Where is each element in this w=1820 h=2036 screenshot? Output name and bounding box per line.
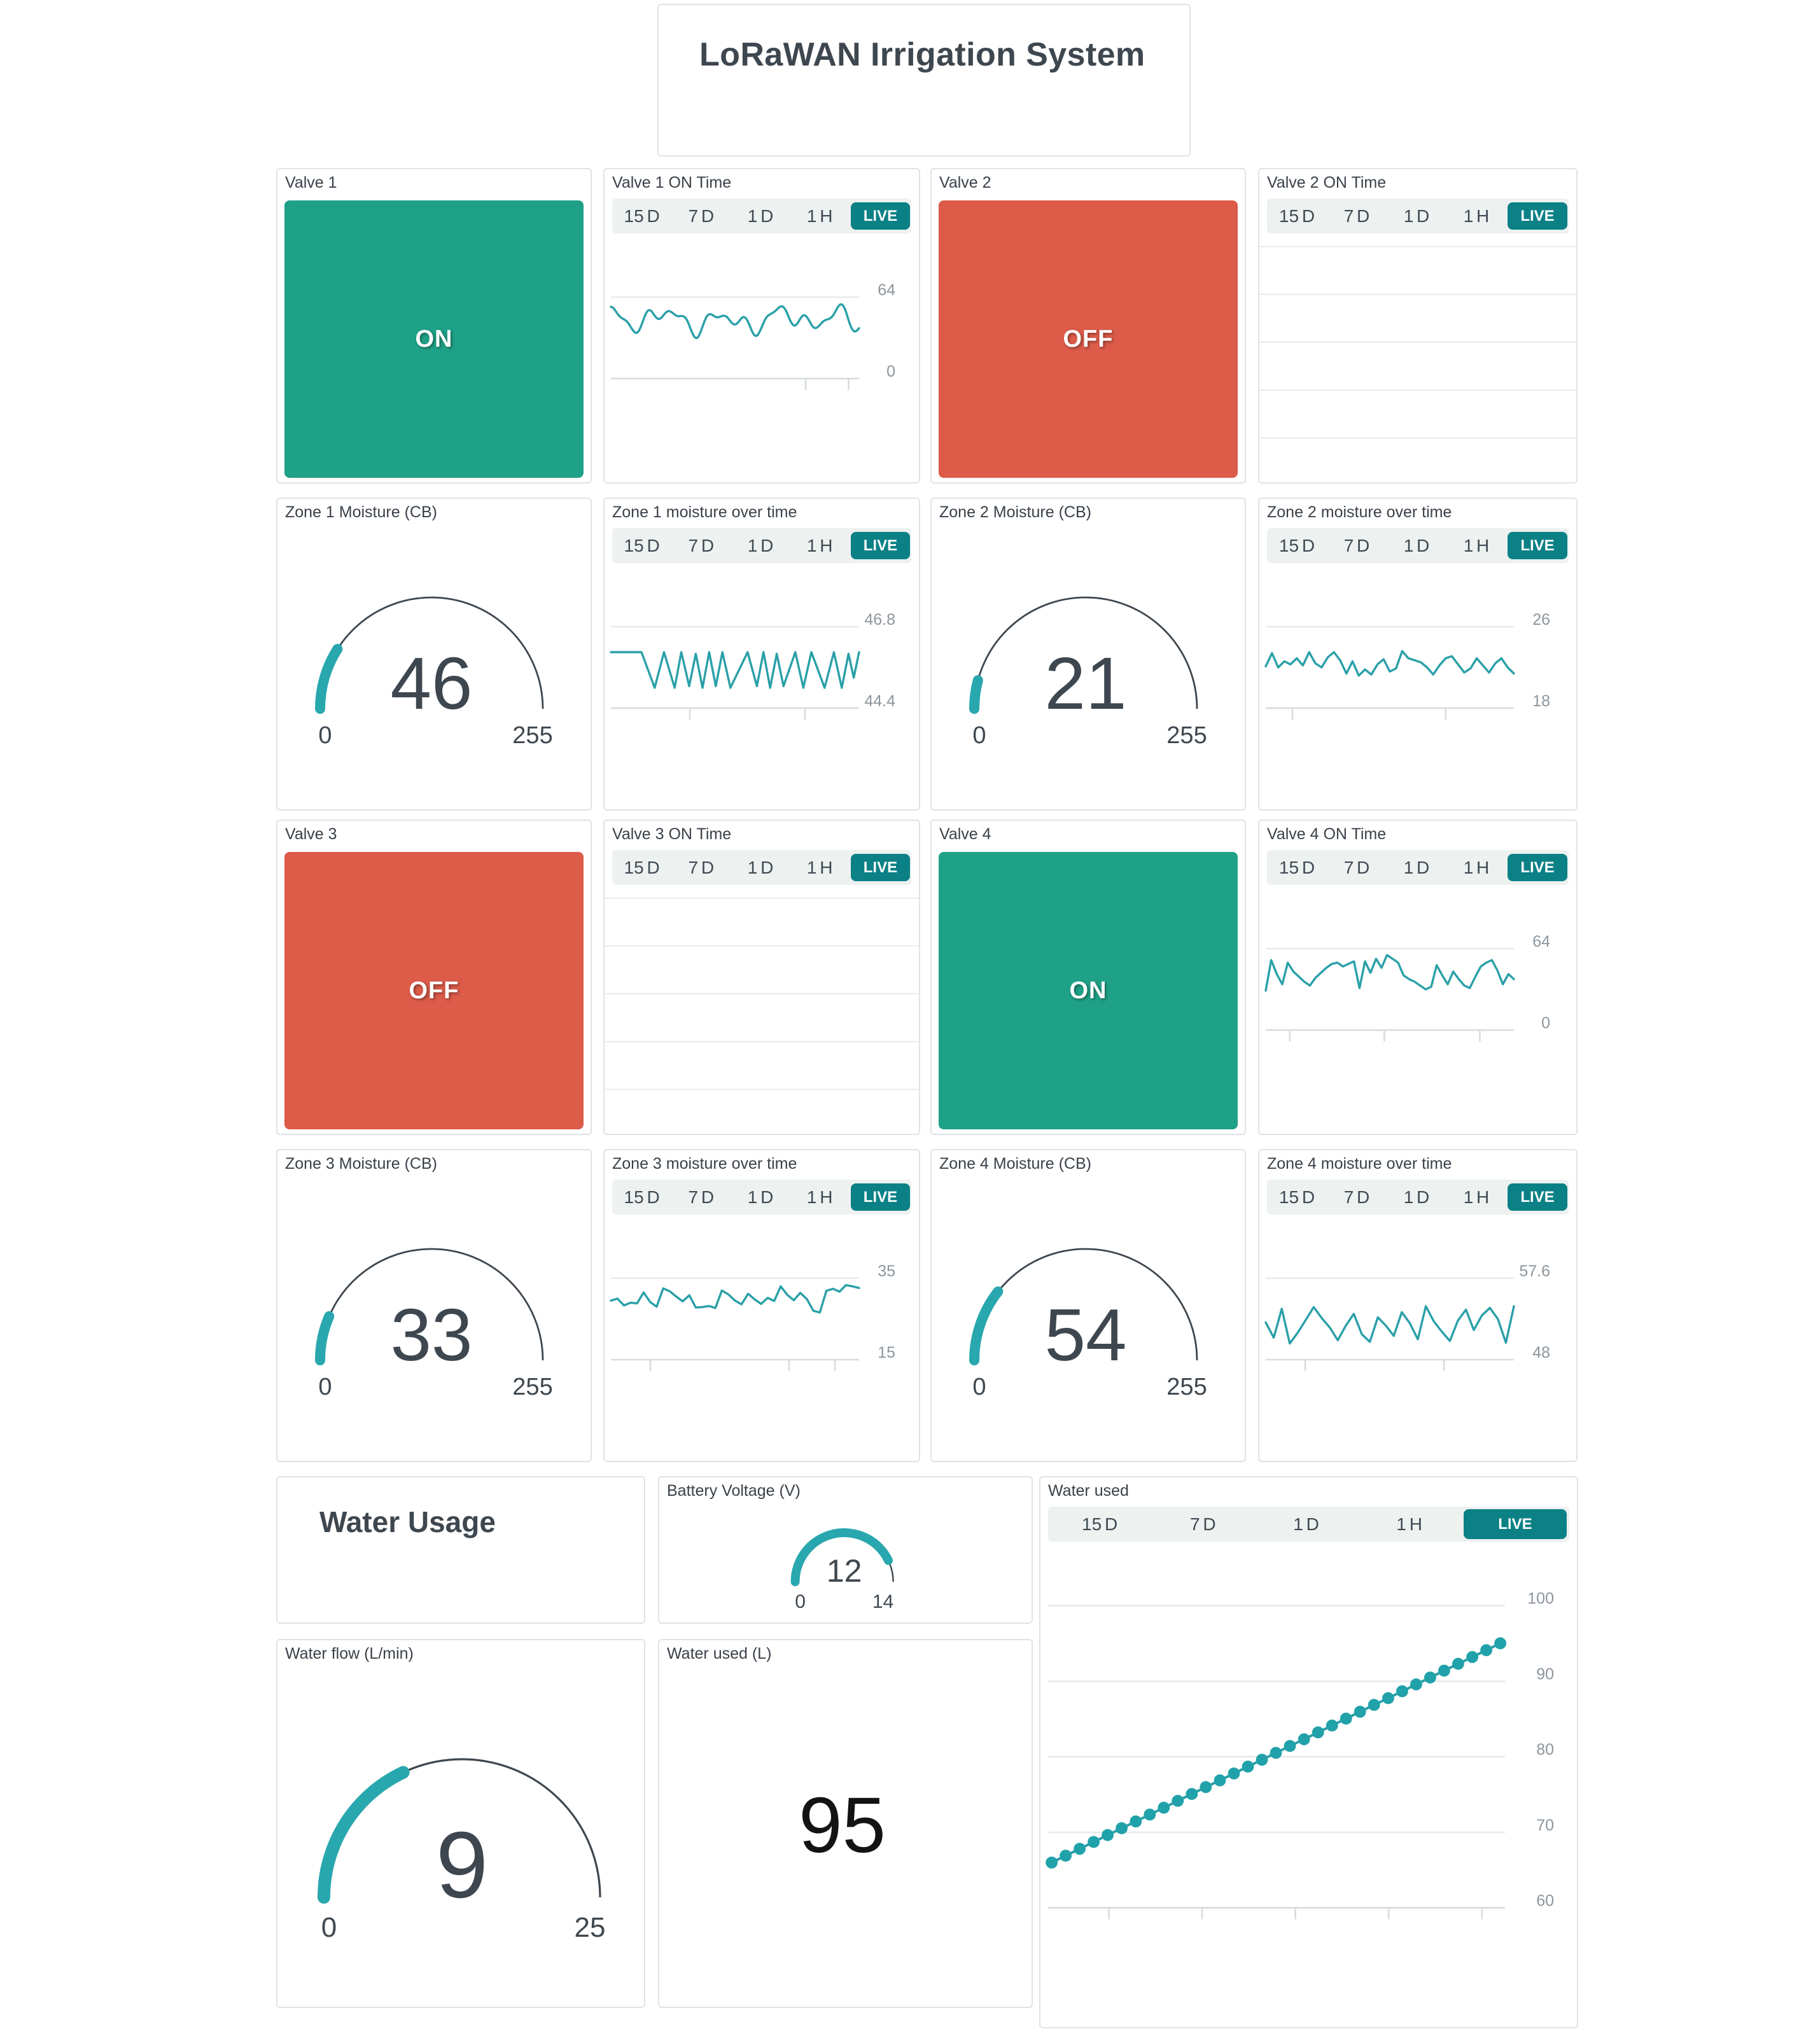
svg-text:0: 0 bbox=[1541, 1014, 1550, 1032]
svg-text:18: 18 bbox=[1532, 692, 1550, 710]
svg-text:0: 0 bbox=[795, 1591, 806, 1612]
svg-text:80: 80 bbox=[1536, 1741, 1554, 1759]
svg-text:255: 255 bbox=[512, 1374, 552, 1400]
svg-text:64: 64 bbox=[878, 281, 895, 299]
svg-text:0: 0 bbox=[972, 722, 986, 749]
svg-text:21: 21 bbox=[1044, 642, 1126, 725]
svg-text:35: 35 bbox=[878, 1262, 895, 1280]
svg-text:57.6: 57.6 bbox=[1519, 1262, 1550, 1280]
svg-text:255: 255 bbox=[1166, 1374, 1207, 1400]
svg-text:46.8: 46.8 bbox=[864, 611, 895, 629]
svg-text:60: 60 bbox=[1536, 1892, 1554, 1910]
svg-text:46: 46 bbox=[390, 642, 472, 725]
svg-text:255: 255 bbox=[512, 722, 552, 749]
svg-text:64: 64 bbox=[1532, 933, 1550, 951]
svg-text:0: 0 bbox=[318, 722, 332, 749]
svg-text:90: 90 bbox=[1536, 1665, 1554, 1683]
svg-text:48: 48 bbox=[1532, 1344, 1550, 1362]
svg-text:0: 0 bbox=[886, 363, 895, 380]
svg-text:44.4: 44.4 bbox=[864, 692, 895, 710]
svg-text:9: 9 bbox=[436, 1813, 488, 1918]
svg-text:70: 70 bbox=[1536, 1816, 1554, 1834]
svg-text:12: 12 bbox=[827, 1553, 862, 1589]
svg-text:100: 100 bbox=[1527, 1590, 1554, 1608]
svg-text:33: 33 bbox=[390, 1293, 472, 1376]
svg-text:26: 26 bbox=[1532, 611, 1550, 629]
svg-text:14: 14 bbox=[872, 1591, 893, 1612]
svg-text:0: 0 bbox=[318, 1374, 332, 1400]
svg-text:25: 25 bbox=[575, 1912, 606, 1943]
svg-text:0: 0 bbox=[321, 1912, 337, 1943]
svg-text:0: 0 bbox=[972, 1374, 986, 1400]
svg-text:255: 255 bbox=[1166, 722, 1207, 749]
svg-text:15: 15 bbox=[878, 1344, 895, 1362]
svg-text:54: 54 bbox=[1044, 1293, 1126, 1376]
